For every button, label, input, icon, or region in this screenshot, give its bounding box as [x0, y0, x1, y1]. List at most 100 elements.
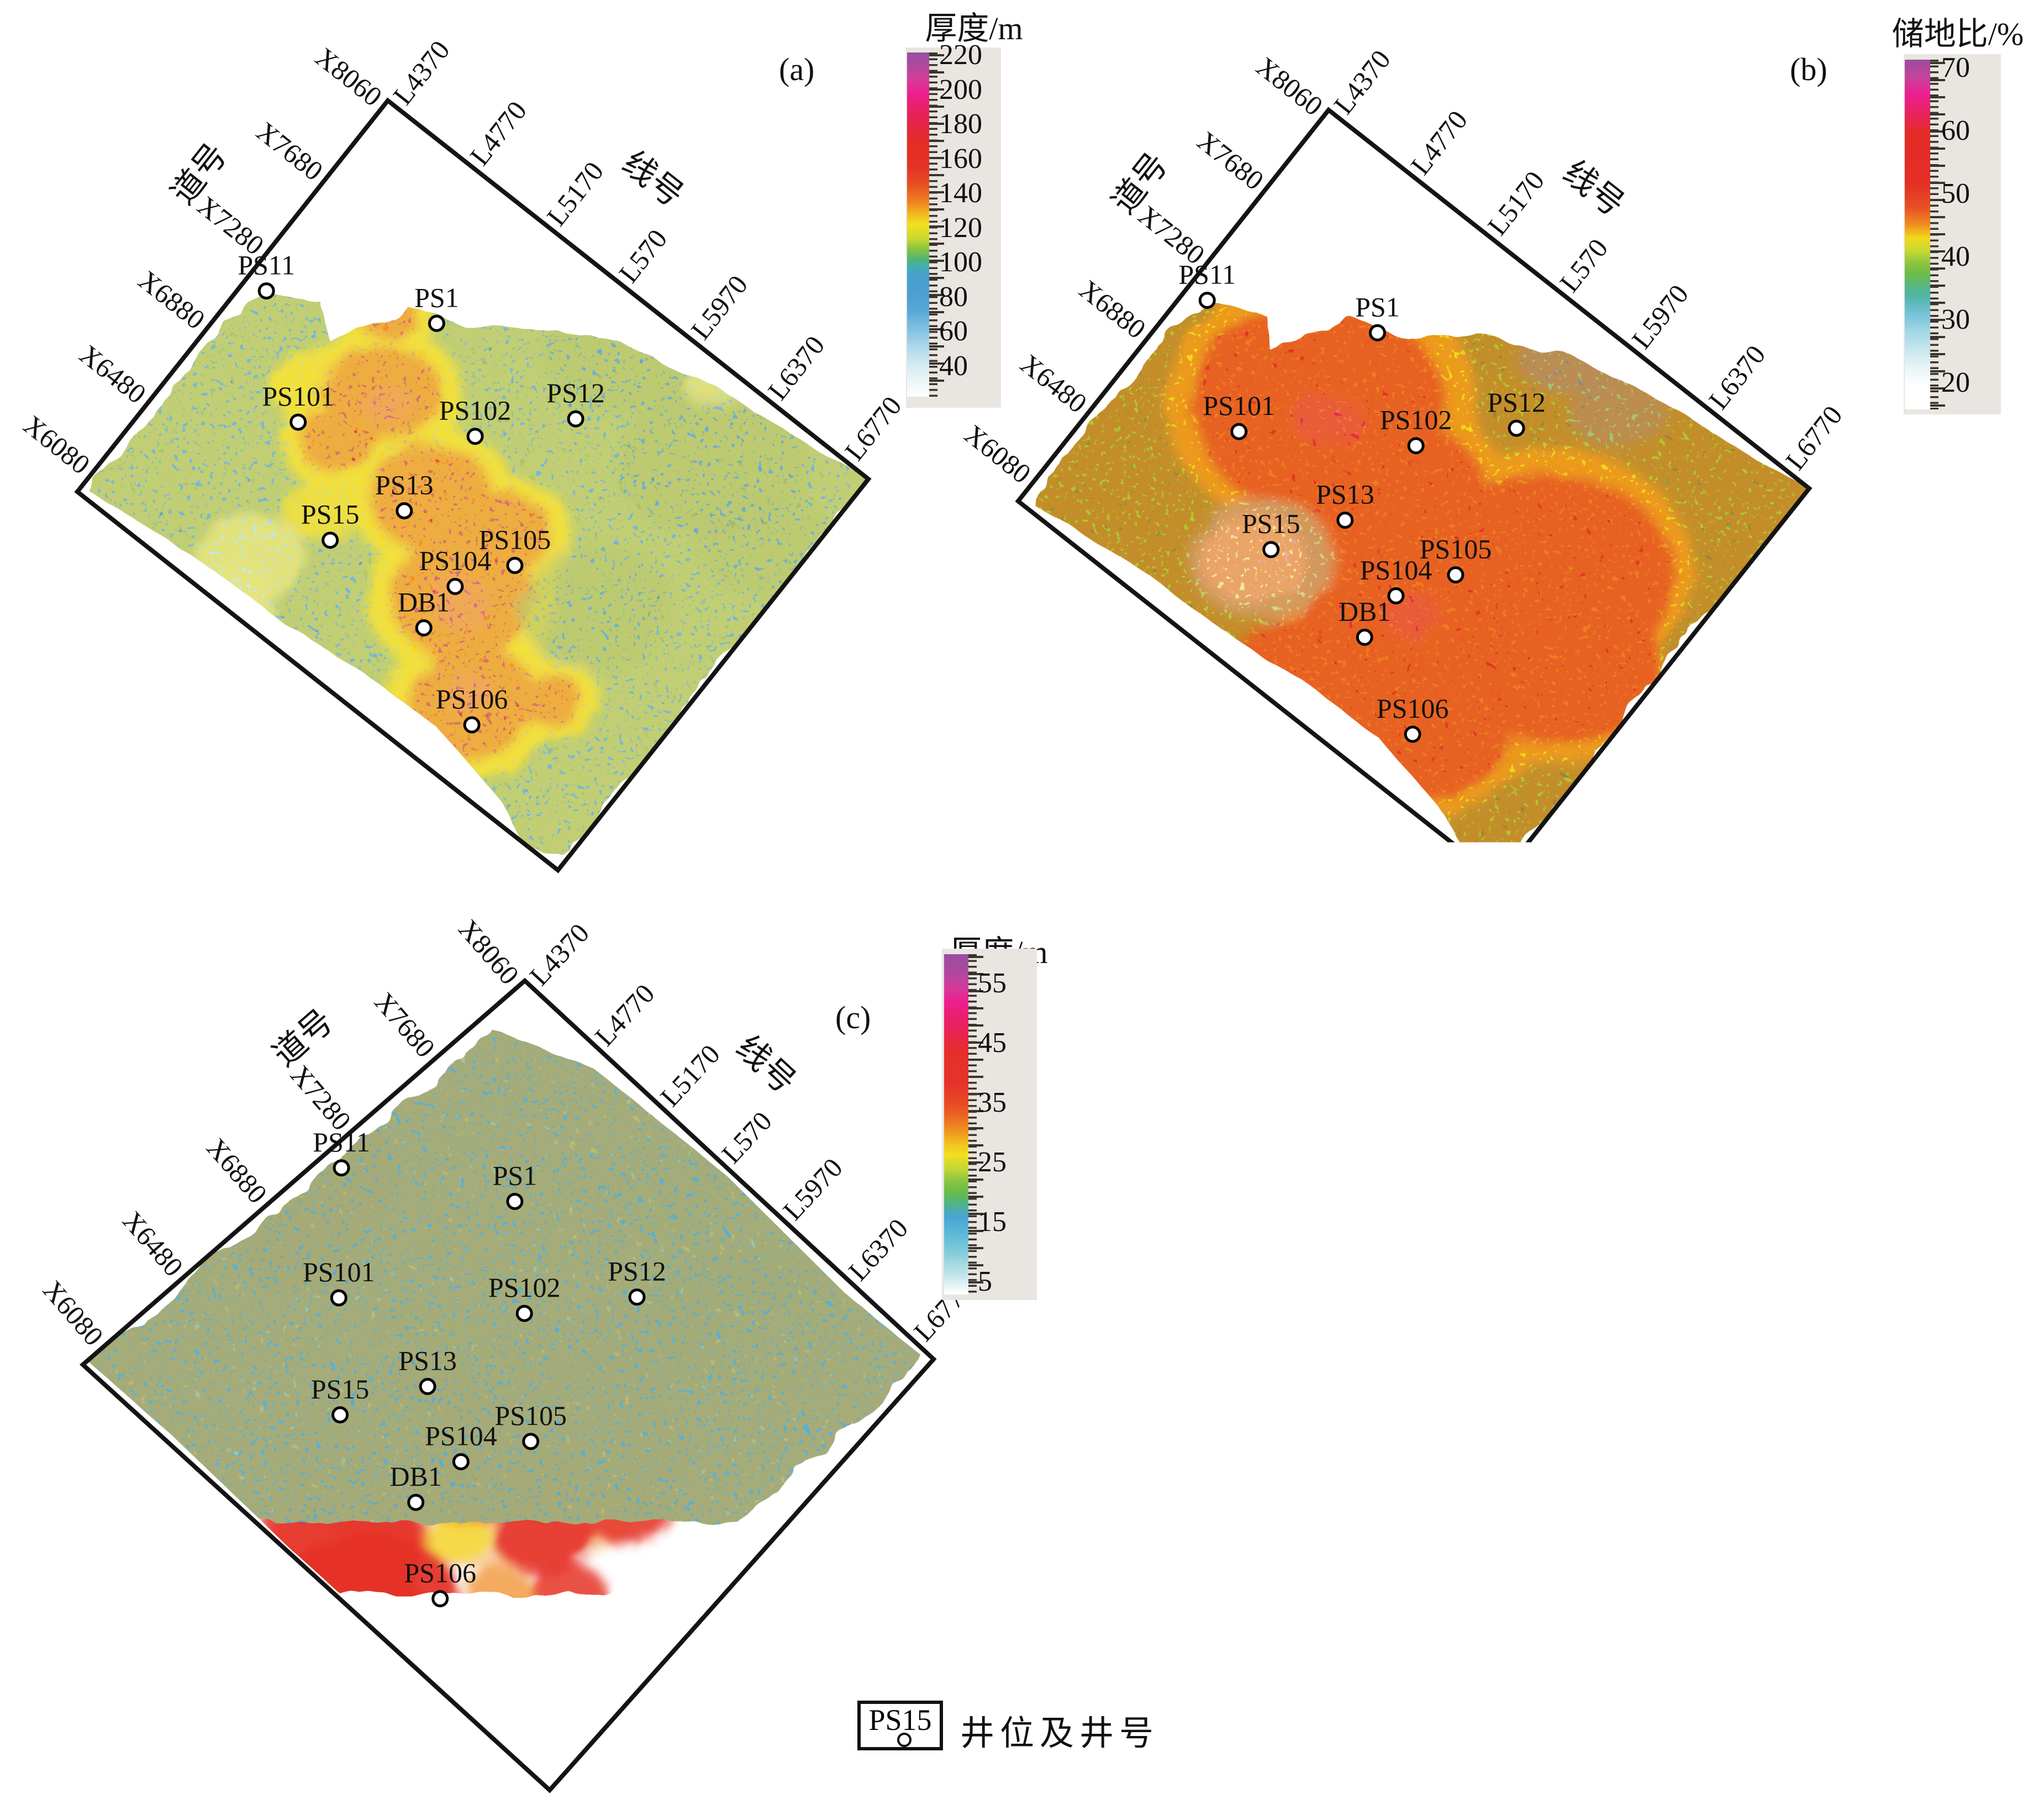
well-marker [454, 1455, 468, 1469]
trace-tick-label: X7680 [251, 115, 329, 186]
line-tick-label: L570 [715, 1106, 778, 1169]
colorbar-a-gradient [907, 52, 929, 397]
well-label: PS15 [301, 499, 360, 530]
trace-tick-label: X6880 [133, 264, 210, 335]
colorbar-tick-label: 35 [978, 1087, 1007, 1118]
well-marker [1743, 1272, 1757, 1287]
well-marker [465, 718, 479, 732]
well-marker [291, 415, 305, 429]
well-label: PS1 [414, 282, 459, 313]
well-marker [1370, 325, 1384, 340]
well-circle-icon [897, 1733, 912, 1747]
trace-tick-label: X6080 [37, 1274, 110, 1351]
well-marker [508, 1195, 522, 1209]
well-marker [1660, 1291, 1674, 1306]
well-label: DB1 [398, 586, 450, 617]
legend-well-label: PS15 [861, 1704, 940, 1736]
well-marker [259, 284, 273, 298]
trace-tick-label: X8060 [1584, 927, 1661, 999]
well-label: PS15 [1503, 1357, 1561, 1388]
colorbar-tick-label: 220 [939, 40, 982, 71]
trace-tick-label: X6480 [117, 1205, 189, 1282]
panel-a-tag: (a) [779, 51, 814, 88]
trace-tick-label: X7680 [1192, 125, 1269, 196]
colorbar-tick-label: 25 [1998, 1135, 2026, 1166]
colorbar-c: 厚度/m 55453525155 [941, 934, 1079, 1320]
line-tick-label: L6770 [1779, 400, 1848, 476]
well-marker [323, 533, 338, 548]
well-label: PS13 [375, 470, 434, 501]
well-label: PS101 [262, 381, 334, 412]
line-tick-label: L570 [613, 223, 673, 288]
colorbar-tick-label: 30 [1941, 304, 1970, 335]
well-marker [1525, 1391, 1539, 1406]
well-label: PS105 [1639, 1376, 1711, 1407]
well-marker [1603, 1559, 1618, 1574]
well-label: PS102 [439, 395, 512, 426]
well-marker [433, 1592, 447, 1606]
well-marker [448, 579, 462, 593]
well-label: PS1 [1355, 291, 1400, 322]
panel-d-tag: (d) [1843, 1002, 1881, 1039]
well-marker [417, 620, 431, 635]
colorbar-tick-label: 60 [1941, 115, 1970, 146]
well-marker [1589, 1362, 1604, 1376]
colorbar-tick-label: 5 [1998, 1279, 2012, 1309]
trace-tick-label: X6880 [1073, 273, 1151, 344]
well-label: PS105 [1420, 533, 1492, 564]
colorbar-tick-label: 140 [939, 178, 982, 209]
colorbar-tick-label: 45 [1998, 992, 2026, 1023]
well-marker [331, 1291, 346, 1305]
well-marker [1409, 439, 1423, 453]
trace-tick-label: X8060 [310, 41, 388, 112]
well-label: PS1 [493, 1160, 538, 1191]
well-label: PS106 [404, 1558, 476, 1588]
colorbar-tick-label: 40 [939, 351, 968, 382]
trace-tick-label: X6880 [201, 1132, 273, 1209]
colorbar-b-major-ticks [1930, 62, 1945, 409]
line-tick-label: L4370 [1657, 928, 1731, 999]
well-marker [508, 558, 522, 572]
well-label: PS106 [436, 683, 508, 714]
well-label: DB1 [1339, 596, 1390, 627]
colorbar-b: 储地比/% 70 60 50 40 30 20 [1903, 0, 2044, 442]
colorbar-tick-label: 120 [939, 213, 982, 244]
well-label: PS105 [479, 524, 551, 555]
well-label: PS11 [1178, 259, 1236, 290]
line-tick-label: L4370 [387, 35, 456, 111]
well-label: PS101 [1203, 390, 1275, 421]
colorbar-a: 厚度/m 220 200 180 160 140 120 100 80 60 40 [905, 0, 1049, 436]
line-tick-label: L570 [1804, 1097, 1868, 1159]
well-label: PS13 [398, 1345, 457, 1376]
well-marker [1448, 567, 1463, 582]
line-tick-label: L5970 [777, 1152, 849, 1226]
panel-b-tag: (b) [1790, 51, 1827, 88]
line-tick-label: L4770 [1708, 982, 1782, 1054]
well-marker [630, 1290, 644, 1304]
line-tick-label: L570 [1553, 233, 1614, 298]
legend-description: 井位及井号 [960, 1705, 1159, 1755]
well-label: DB1 [1564, 1436, 1616, 1467]
well-label: PS15 [311, 1374, 370, 1404]
colorbar-tick-label: 180 [939, 109, 982, 140]
well-label: PS12 [1721, 1238, 1779, 1269]
well-marker [429, 316, 444, 330]
colorbar-tick-label: 15 [978, 1207, 1007, 1238]
legend-well-symbol-box: PS15 [857, 1701, 943, 1750]
well-label: PS11 [238, 250, 295, 281]
colorbar-tick-label: 40 [1941, 241, 1970, 272]
colorbar-tick-label: 5 [978, 1266, 992, 1297]
well-marker [1232, 424, 1246, 439]
panel-c-tag: (c) [835, 999, 871, 1036]
well-label: PS12 [546, 377, 605, 408]
well-marker [1616, 1431, 1630, 1445]
well-label: PS12 [608, 1256, 666, 1287]
well-marker [1200, 293, 1214, 308]
line-tick-label: L5970 [1851, 1138, 1925, 1210]
well-marker [1264, 543, 1278, 557]
trace-tick-label: X6480 [1340, 1208, 1418, 1281]
line-tick-label: L6370 [842, 1213, 914, 1287]
line-axis-title: 线号 [615, 144, 690, 214]
colorbar-tick-label: 50 [1941, 178, 1970, 209]
well-marker [568, 412, 583, 426]
